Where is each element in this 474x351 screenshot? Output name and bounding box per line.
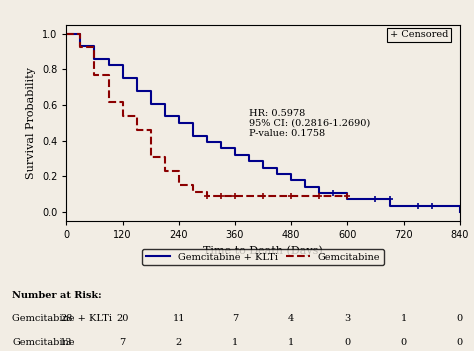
Text: + Censored: + Censored [390,31,448,39]
Text: HR: 0.5978
95% CI: (0.2816-1.2690)
P-value: 0.1758: HR: 0.5978 95% CI: (0.2816-1.2690) P-val… [249,108,370,138]
X-axis label: Time to Death (Days): Time to Death (Days) [203,246,323,256]
Text: 13: 13 [60,338,73,347]
Text: Number at Risk:: Number at Risk: [12,291,102,300]
Text: 28: 28 [60,314,73,324]
Text: 0: 0 [344,338,350,347]
Legend: Gemcitabine + KLTi, Gemcitabine: Gemcitabine + KLTi, Gemcitabine [142,249,384,265]
Text: 1: 1 [288,338,294,347]
Text: 7: 7 [119,338,126,347]
Text: 3: 3 [344,314,350,324]
Text: 1: 1 [401,314,407,324]
Text: 11: 11 [173,314,185,324]
Text: 1: 1 [232,338,238,347]
Text: 0: 0 [457,314,463,324]
Text: Gemcitabine: Gemcitabine [12,338,75,347]
Y-axis label: Survival Probability: Survival Probability [27,67,36,179]
Text: Gemcitabine + KLTi: Gemcitabine + KLTi [12,314,112,324]
Text: 4: 4 [288,314,294,324]
Text: 2: 2 [176,338,182,347]
Text: 20: 20 [117,314,129,324]
Text: 0: 0 [457,338,463,347]
Text: 7: 7 [232,314,238,324]
Text: 0: 0 [401,338,407,347]
